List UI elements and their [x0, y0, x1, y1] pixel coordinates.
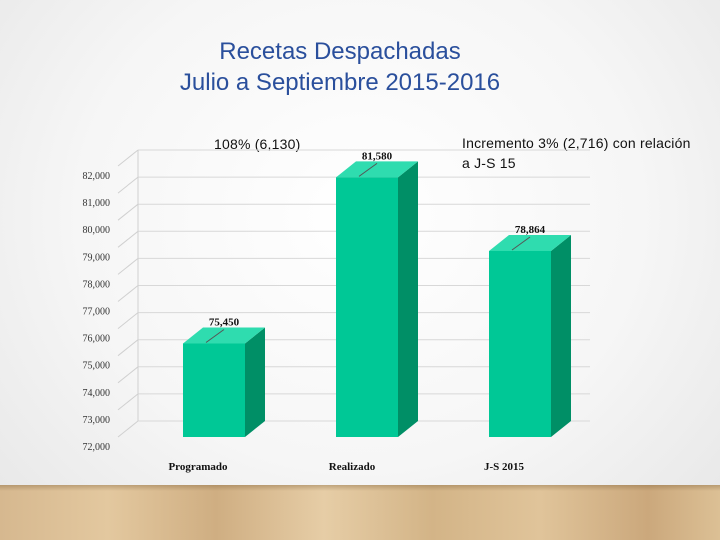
bar-side: [551, 234, 571, 437]
y-tick-label: 72,000: [83, 442, 111, 453]
y-tick-label: 76,000: [83, 334, 111, 345]
gridline-diagonal: [117, 285, 139, 302]
y-tick-label: 80,000: [83, 225, 111, 236]
y-tick-label: 73,000: [83, 415, 111, 426]
bar-top: [183, 327, 265, 344]
y-tick-label: 82,000: [83, 171, 111, 182]
gridline-diagonal: [117, 258, 139, 275]
data-label: 78,864: [515, 224, 546, 236]
gridline-diagonal: [117, 339, 139, 357]
annotation-percentage: 108% (6,130): [214, 136, 301, 152]
data-label: 81,580: [362, 150, 393, 162]
y-tick-label: 81,000: [83, 198, 111, 209]
bar-side: [245, 327, 265, 437]
data-label: 75,450: [209, 317, 240, 329]
bar-side: [398, 161, 418, 437]
y-tick-label: 77,000: [83, 307, 111, 318]
gridline-diagonal: [117, 393, 139, 411]
y-tick-label: 78,000: [83, 279, 111, 290]
bar: [183, 343, 245, 437]
data-label-leader: [205, 329, 225, 343]
data-label-leader: [511, 236, 531, 251]
gridline-diagonal: [117, 149, 139, 167]
bar-top: [489, 234, 571, 251]
gridline-diagonal: [117, 230, 139, 248]
bar: [336, 177, 398, 437]
y-tick-label: 79,000: [83, 252, 111, 263]
y-tick-label: 74,000: [83, 388, 111, 399]
annotation-increment: Incremento 3% (2,716) con relación a J-S…: [462, 135, 691, 171]
gridline-diagonal: [117, 203, 139, 221]
bar: [489, 250, 551, 437]
wood-floor: [0, 485, 720, 540]
title-line-1: Recetas Despachadas: [219, 38, 461, 65]
chart-title: Recetas Despachadas Julio a Septiembre 2…: [0, 36, 680, 98]
gridline-diagonal: [117, 366, 139, 384]
gridline-diagonal: [117, 176, 139, 194]
bar-top: [336, 161, 418, 178]
gridline-diagonal: [117, 312, 139, 329]
y-tick-label: 75,000: [83, 361, 111, 372]
x-category-label: J-S 2015: [484, 461, 525, 473]
gridline-diagonal: [117, 420, 139, 438]
title-line-2: Julio a Septiembre 2015-2016: [179, 69, 501, 96]
data-label-leader: [358, 162, 378, 177]
x-category-label: Realizado: [329, 461, 376, 473]
x-category-label: Programado: [168, 461, 228, 473]
bar-chart: 72,000 73,000 74,000 75,000 76,000 77,000 78,0…: [83, 149, 590, 473]
